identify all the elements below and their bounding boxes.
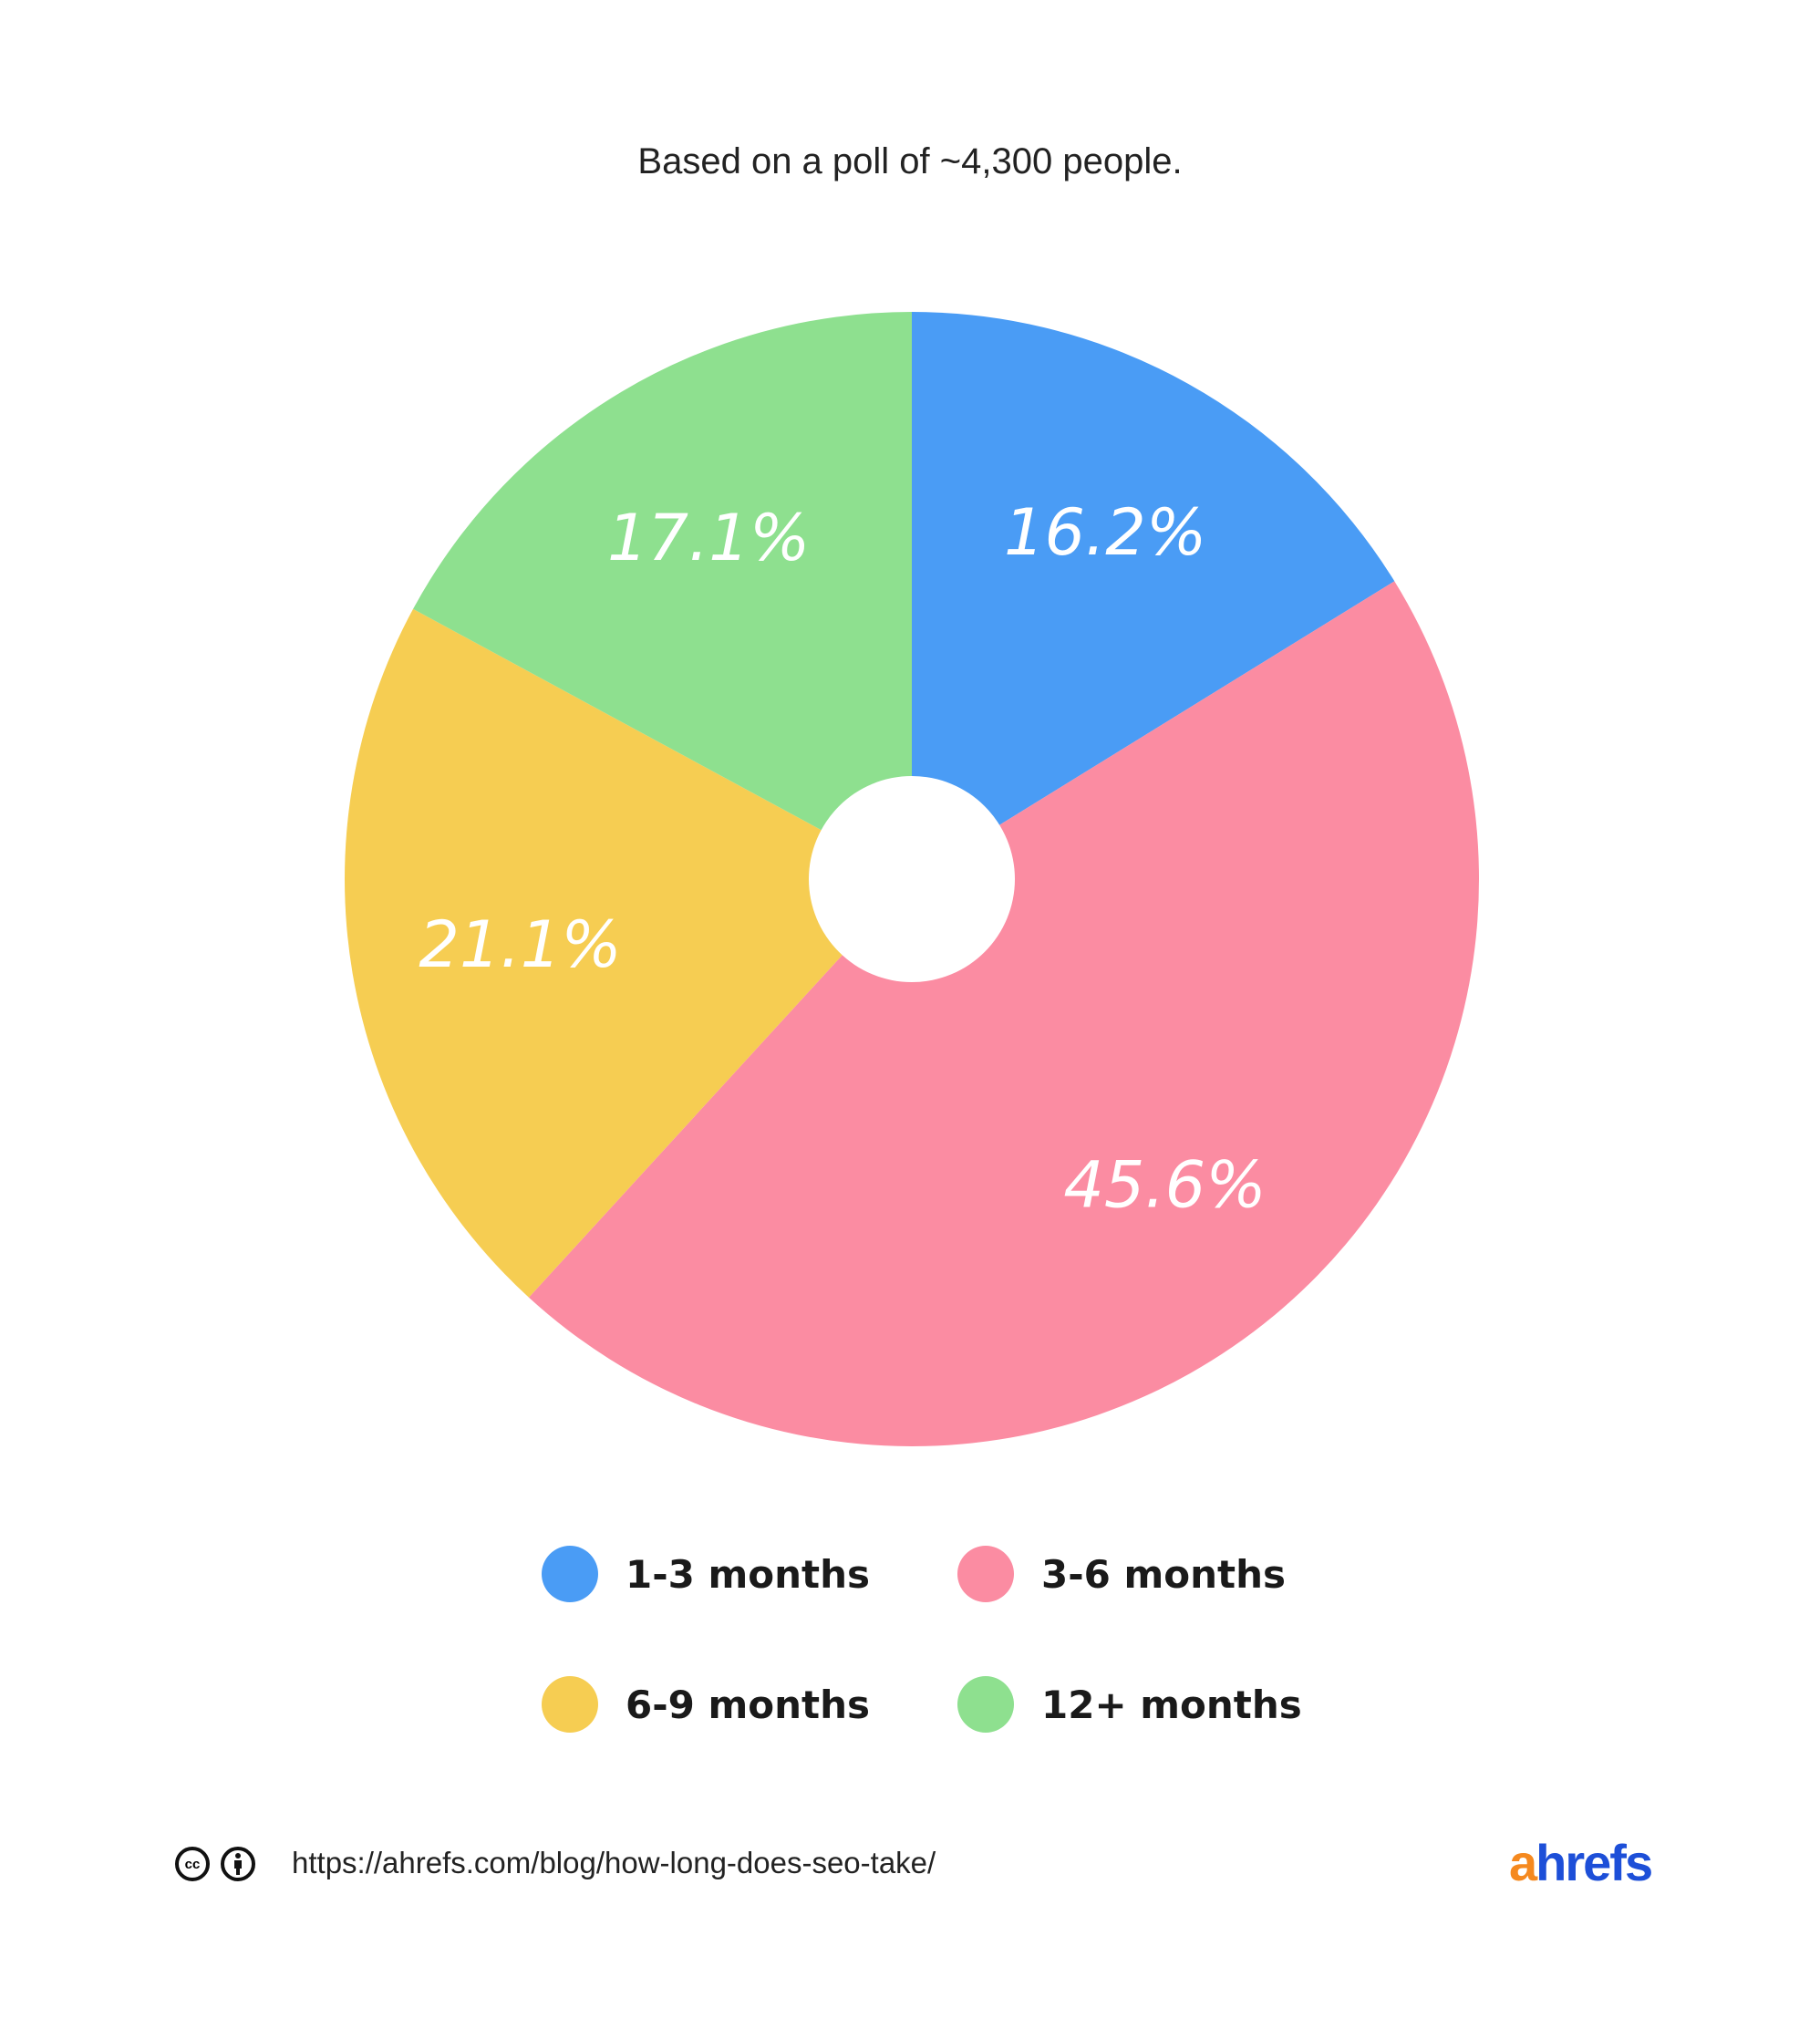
pie-slice-1-3-months	[912, 312, 1395, 879]
pie-slice-12-months	[413, 311, 912, 879]
data-label: 21.1%	[419, 907, 621, 982]
legend-label: 1-3 months	[626, 1551, 870, 1597]
pie-slice-6-9-months	[345, 608, 913, 1298]
logo-accent: a	[1509, 1834, 1537, 1891]
data-label: 45.6%	[1063, 1147, 1266, 1222]
logo-text: hrefs	[1536, 1834, 1653, 1891]
legend-item-12-plus-months: 12+ months	[957, 1676, 1302, 1733]
license-icons: cc	[175, 1847, 255, 1881]
chart-subtitle: Based on a poll of ~4,300 people.	[637, 141, 1183, 181]
legend-item-1-3-months: 1-3 months	[542, 1546, 870, 1602]
legend-swatch	[957, 1676, 1014, 1733]
legend-item-6-9-months: 6-9 months	[542, 1676, 870, 1733]
legend-label: 6-9 months	[626, 1682, 870, 1727]
source-url[interactable]: https://ahrefs.com/blog/how-long-does-se…	[292, 1846, 936, 1879]
legend-label: 12+ months	[1041, 1682, 1302, 1727]
donut-hole	[809, 776, 1015, 982]
legend-label: 3-6 months	[1041, 1551, 1286, 1597]
data-label: 17.1%	[607, 501, 810, 575]
legend-swatch	[957, 1546, 1014, 1602]
legend-item-3-6-months: 3-6 months	[957, 1546, 1286, 1602]
creative-commons-icon: cc	[175, 1847, 210, 1881]
attribution-icon	[221, 1847, 255, 1881]
data-label: 16.2%	[1004, 495, 1206, 570]
pie-slice-3-6-months	[528, 581, 1480, 1447]
legend-swatch	[542, 1546, 598, 1602]
legend-swatch	[542, 1676, 598, 1733]
ahrefs-logo: ahrefs	[1509, 1833, 1653, 1892]
